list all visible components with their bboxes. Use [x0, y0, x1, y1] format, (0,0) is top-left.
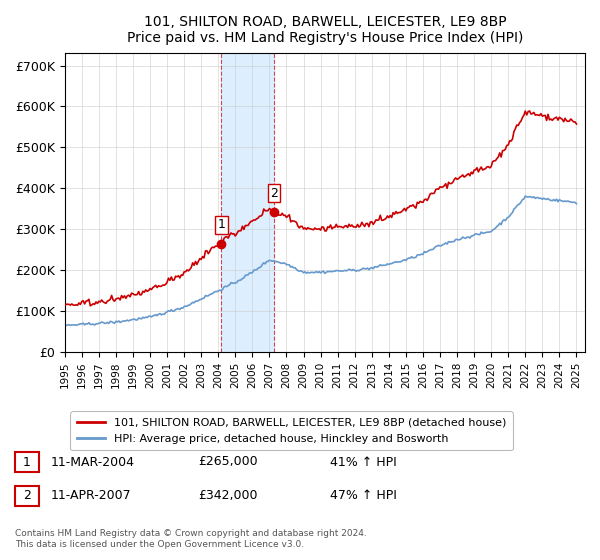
- Text: 47% ↑ HPI: 47% ↑ HPI: [330, 489, 397, 502]
- Title: 101, SHILTON ROAD, BARWELL, LEICESTER, LE9 8BP
Price paid vs. HM Land Registry's: 101, SHILTON ROAD, BARWELL, LEICESTER, L…: [127, 15, 523, 45]
- Legend: 101, SHILTON ROAD, BARWELL, LEICESTER, LE9 8BP (detached house), HPI: Average pr: 101, SHILTON ROAD, BARWELL, LEICESTER, L…: [70, 411, 512, 450]
- Text: 2: 2: [270, 187, 278, 200]
- Text: 2: 2: [23, 489, 31, 502]
- Bar: [221, 53, 274, 352]
- Text: 41% ↑ HPI: 41% ↑ HPI: [330, 455, 397, 469]
- Text: £342,000: £342,000: [198, 489, 257, 502]
- Text: 1: 1: [218, 218, 226, 231]
- Text: 11-APR-2007: 11-APR-2007: [51, 489, 131, 502]
- Text: 1: 1: [23, 455, 31, 469]
- Text: Contains HM Land Registry data © Crown copyright and database right 2024.
This d: Contains HM Land Registry data © Crown c…: [15, 529, 367, 549]
- Text: £265,000: £265,000: [198, 455, 257, 469]
- Text: 11-MAR-2004: 11-MAR-2004: [51, 455, 135, 469]
